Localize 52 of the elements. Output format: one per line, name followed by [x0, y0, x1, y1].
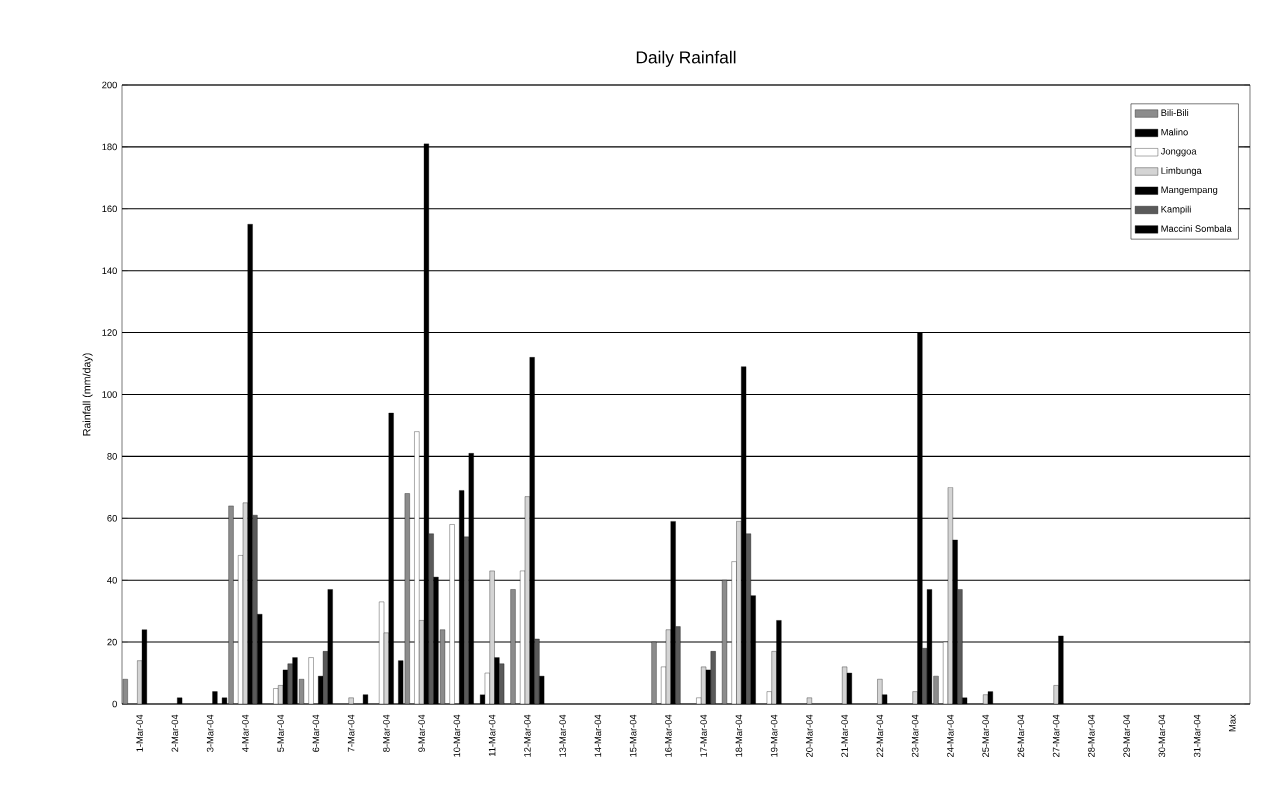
- x-tick-label: 29-Mar-04: [1123, 714, 1130, 757]
- x-tick-label: 3-Mar-04: [206, 714, 214, 752]
- y-tick-label: 80: [107, 453, 117, 460]
- y-tick-label: 60: [107, 515, 117, 522]
- x-tick-label: 5-Mar-04: [277, 714, 284, 752]
- legend-label: Limbunga: [1161, 167, 1202, 176]
- y-axis-title: Rainfall (mm/day): [82, 353, 93, 436]
- legend-label: Kampili: [1161, 205, 1191, 215]
- x-tick-label: 12-Mar-04: [524, 714, 531, 757]
- legend-label: Maccini Sombala: [1161, 225, 1232, 232]
- x-tick-label: 15-Mar-04: [629, 714, 637, 757]
- x-tick-label: 9-Mar-04: [418, 714, 425, 752]
- y-tick-label: 0: [112, 700, 117, 708]
- x-tick-label: 20-Mar-04: [806, 714, 813, 757]
- x-tick-label: 23-Mar-04: [911, 714, 919, 757]
- x-tick-label: 22-Mar-04: [876, 714, 884, 757]
- x-tick-label: 10-Mar-04: [453, 714, 461, 757]
- x-tick-label: 14-Mar-04: [594, 714, 602, 757]
- x-tick-label: 30-Mar-04: [1158, 714, 1166, 758]
- x-tick-label: 18-Mar-04: [735, 714, 743, 757]
- legend-label: Bili-Bili: [1161, 109, 1189, 116]
- y-tick-label: 20: [107, 638, 117, 646]
- y-tick-label: 180: [102, 143, 117, 151]
- x-tick-label: 17-Mar-04: [700, 714, 707, 757]
- y-tick-label: 40: [107, 576, 117, 584]
- y-tick-label: 200: [102, 81, 117, 89]
- x-tick-label: 13-Mar-04: [559, 714, 566, 757]
- x-tick-label: 25-Mar-04: [982, 714, 989, 757]
- y-tick-label: 100: [102, 391, 117, 398]
- x-tick-label: 6-Mar-04: [312, 714, 320, 752]
- x-tick-label: 7-Mar-04: [347, 714, 355, 752]
- legend-label: Mangempang: [1161, 186, 1218, 195]
- y-tick-label: 140: [102, 267, 117, 274]
- x-tick-label: 31-Mar-04: [1193, 714, 1201, 758]
- x-tick-label: Max: [1229, 714, 1236, 732]
- x-tick-label: 2-Mar-04: [171, 714, 179, 752]
- x-tick-label: 21-Mar-04: [841, 714, 848, 757]
- x-tick-label: 1-Mar-04: [136, 714, 143, 752]
- x-tick-label: 26-Mar-04: [1017, 714, 1025, 757]
- legend-label: Malino: [1161, 128, 1188, 136]
- x-tick-label: 24-Mar-04: [947, 714, 954, 757]
- x-tick-label: 8-Mar-04: [383, 714, 390, 752]
- x-tick-label: 27-Mar-04: [1052, 714, 1060, 757]
- x-tick-label: 28-Mar-04: [1088, 714, 1095, 757]
- legend-label: Jonggoa: [1160, 148, 1197, 157]
- x-tick-label: 16-Mar-04: [665, 714, 672, 757]
- y-tick-label: 160: [102, 205, 117, 213]
- x-tick-label: 4-Mar-04: [242, 714, 249, 753]
- x-tick-label: 11-Mar-04: [488, 714, 496, 757]
- x-tick-label: 19-Mar-04: [770, 714, 778, 757]
- y-tick-label: 120: [102, 329, 117, 336]
- chart-title: Daily Rainfall: [636, 50, 736, 67]
